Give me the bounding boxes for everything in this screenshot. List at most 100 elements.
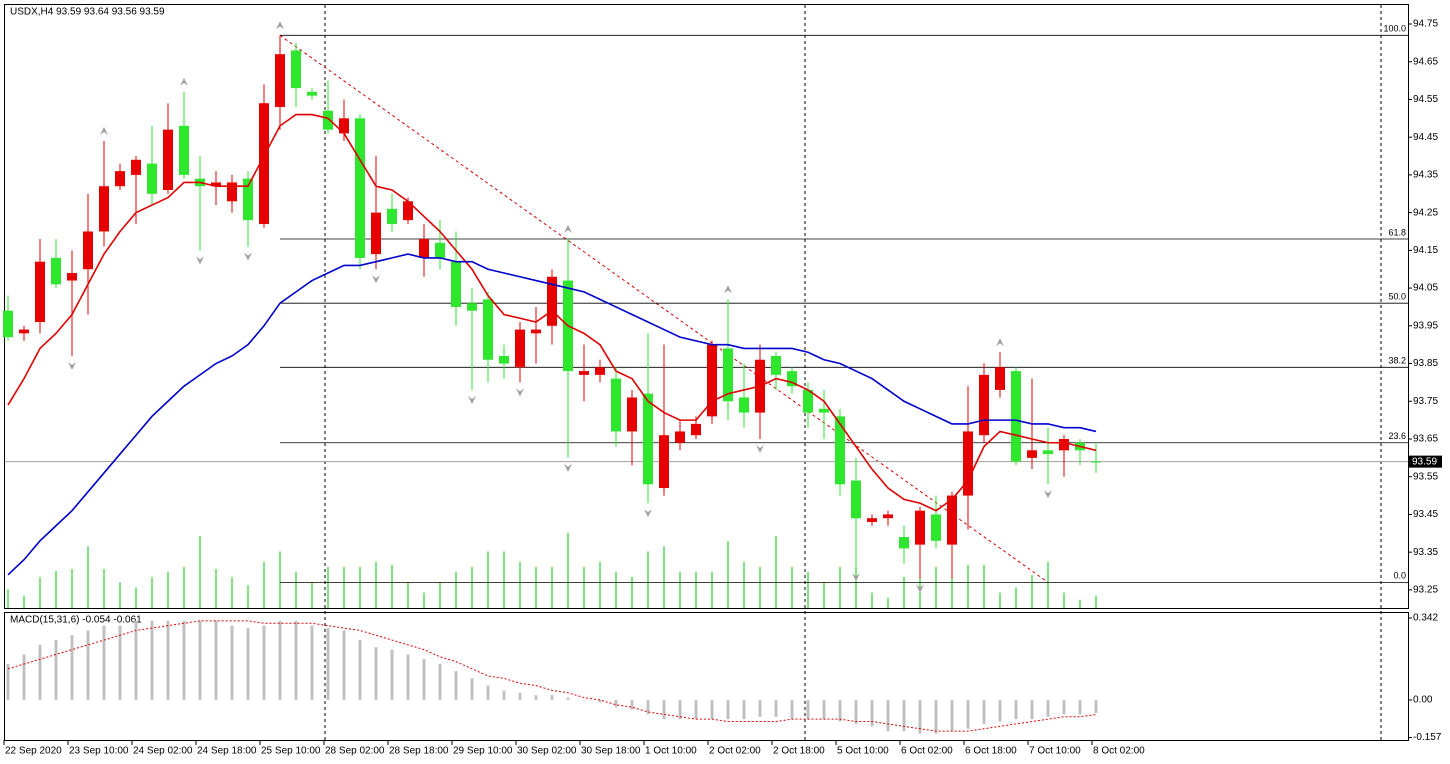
x-tick-label: 6 Oct 18:00: [965, 746, 1017, 757]
macd-bar: [134, 620, 138, 700]
y-tick-label: 93.45: [1413, 509, 1438, 520]
x-tick-label: 6 Oct 02:00: [901, 746, 953, 757]
macd-bar: [118, 625, 122, 700]
candle-body: [3, 310, 13, 338]
candle-body: [787, 371, 797, 387]
macd-bar: [502, 690, 506, 700]
fractal-up: [180, 77, 188, 86]
macd-bar: [438, 664, 442, 700]
x-tick-label: 25 Sep 10:00: [261, 746, 321, 757]
x-tick-label: 28 Sep 02:00: [325, 746, 385, 757]
candle-body: [1059, 438, 1069, 451]
candle-body: [547, 276, 557, 326]
candle-body: [931, 514, 941, 541]
candle-body: [835, 416, 845, 485]
macd-bar: [966, 699, 970, 729]
macd-bar: [902, 699, 906, 732]
candle-body: [675, 431, 685, 443]
macd-bar: [550, 695, 554, 700]
macd-bar: [310, 625, 314, 700]
candle-body: [291, 50, 301, 89]
macd-bar: [70, 635, 74, 700]
candle-body: [243, 178, 253, 221]
macd-bar: [678, 699, 682, 720]
candle-body: [611, 378, 621, 432]
candle-body: [579, 371, 589, 375]
fractal-down: [468, 395, 476, 404]
macd-bar: [22, 654, 26, 700]
candle-body: [691, 423, 701, 436]
macd-bar: [646, 699, 650, 715]
candle-body: [627, 397, 637, 432]
fractal-down: [852, 573, 860, 582]
macd-bar: [630, 699, 634, 710]
candle-body: [867, 518, 877, 522]
y-tick-label: 94.15: [1413, 245, 1438, 256]
candle-body: [387, 208, 397, 224]
x-tick-label: 28 Sep 18:00: [389, 746, 449, 757]
candle-body: [403, 201, 413, 221]
candle-body: [35, 261, 45, 323]
macd-bar: [6, 664, 10, 700]
candle-body: [899, 537, 909, 549]
candle-body: [643, 393, 653, 485]
candle-body: [947, 495, 957, 545]
x-tick-label: 8 Oct 02:00: [1093, 746, 1145, 757]
fib-trend-line: [279, 34, 1049, 583]
x-tick-label: 23 Sep 10:00: [69, 746, 129, 757]
macd-bar: [790, 699, 794, 720]
y-tick-label: 93.25: [1413, 585, 1438, 596]
macd-bar: [102, 625, 106, 700]
candle-body: [67, 272, 77, 281]
candle-body: [1011, 371, 1021, 462]
fib-level-label: 100.0: [1383, 24, 1406, 34]
bid-label-box: [1409, 455, 1442, 468]
candle-body: [707, 344, 717, 417]
candle-body: [1043, 450, 1053, 455]
fib-level-label: 38.2: [1388, 356, 1406, 366]
macd-bar: [358, 640, 362, 700]
fib-level-label: 50.0: [1388, 292, 1406, 302]
candle-body: [163, 129, 173, 190]
macd-bar: [166, 620, 170, 700]
macd-bar: [854, 699, 858, 724]
y-tick-label: 94.75: [1413, 19, 1438, 30]
macd-bar: [470, 678, 474, 700]
macd-bar: [1030, 699, 1034, 720]
fractal-down: [916, 584, 924, 593]
fractal-up: [564, 225, 572, 234]
candle-body: [115, 171, 125, 187]
macd-bar: [454, 671, 458, 700]
fractal-up: [996, 338, 1004, 347]
fractal-down: [1044, 490, 1052, 499]
macd-bar: [294, 620, 298, 700]
candle-body: [211, 182, 221, 187]
candle-body: [83, 231, 93, 270]
x-tick-label: 22 Sep 2020: [5, 746, 62, 757]
fractal-up: [724, 285, 732, 294]
macd-bar: [38, 644, 42, 700]
candle-body: [499, 355, 509, 364]
macd-bar: [742, 699, 746, 720]
candle-body: [467, 303, 477, 311]
macd-bar: [390, 649, 394, 700]
macd-bar: [998, 699, 1002, 722]
candle-body: [259, 103, 269, 224]
y-tick-label: 93.55: [1413, 471, 1438, 482]
candle-body: [883, 514, 893, 519]
candle-body: [531, 329, 541, 334]
macd-bar: [262, 625, 266, 700]
chart-title: USDX,H4 93.59 93.64 93.56 93.59: [10, 7, 165, 18]
fractal-down: [564, 463, 572, 472]
candle-body: [915, 510, 925, 545]
x-tick-label: 7 Oct 10:00: [1029, 746, 1081, 757]
candle-body: [1027, 450, 1037, 458]
macd-bar: [950, 699, 954, 732]
y-tick-label: 0.342: [1413, 613, 1438, 624]
candle-body: [51, 257, 61, 285]
moving-average: [7, 253, 1097, 576]
candle-body: [419, 239, 429, 258]
macd-bar: [694, 699, 698, 720]
candle-body: [323, 110, 333, 130]
macd-bar: [822, 699, 826, 720]
